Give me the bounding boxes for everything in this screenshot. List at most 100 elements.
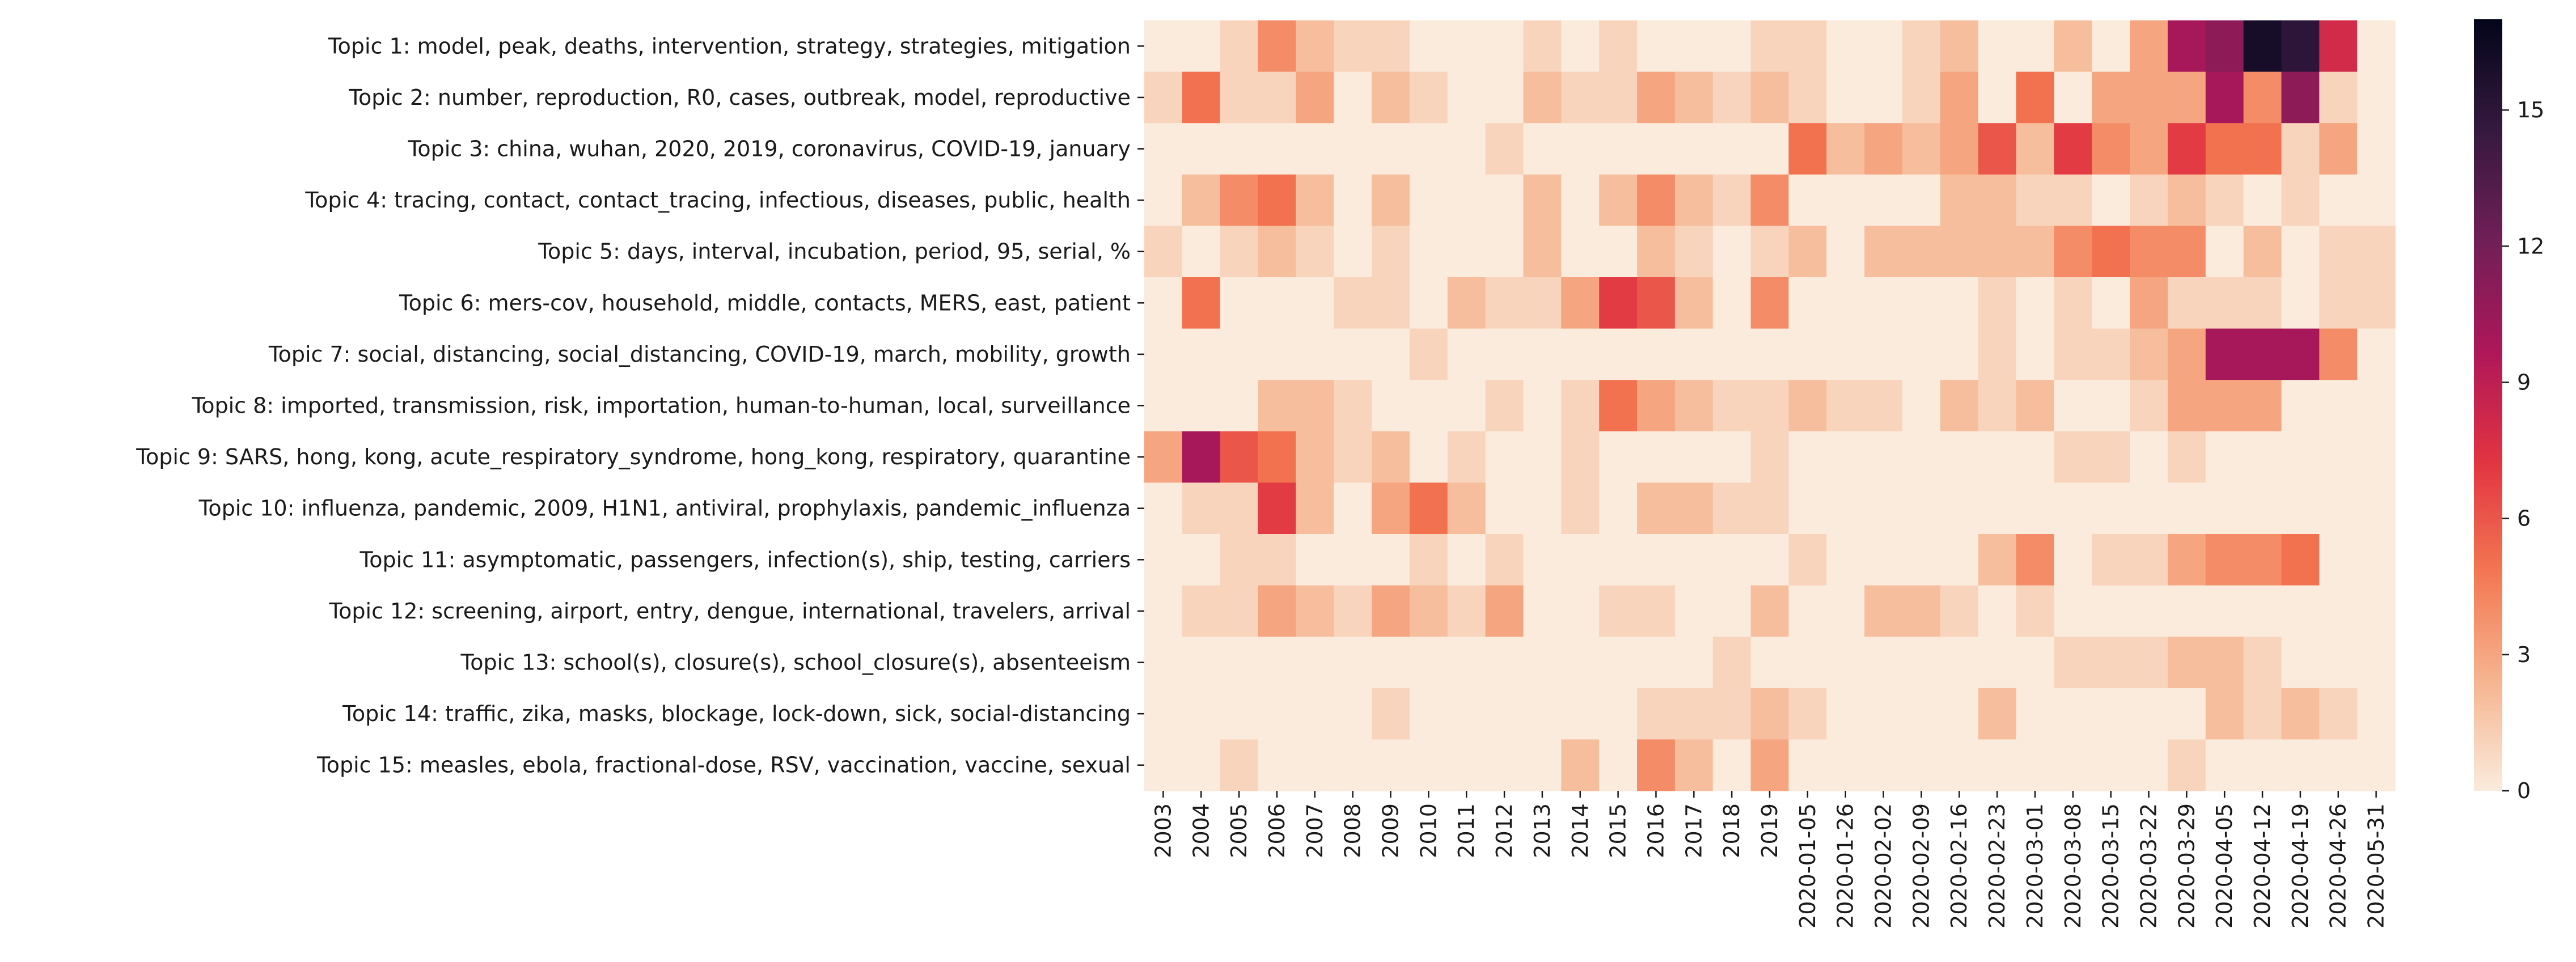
heatmap-cell xyxy=(1296,534,1334,586)
heatmap-cell xyxy=(1334,688,1372,740)
heatmap-cell xyxy=(1864,277,1903,329)
heatmap-cell xyxy=(1561,482,1600,535)
heatmap-cell xyxy=(1372,431,1410,483)
heatmap-cell xyxy=(1296,637,1334,689)
heatmap-cell xyxy=(2054,277,2092,329)
heatmap-cell xyxy=(2130,71,2168,124)
heatmap-cell xyxy=(2130,431,2168,483)
x-tick-label: 2019 xyxy=(1757,803,1782,858)
heatmap-cell xyxy=(1788,637,1827,689)
heatmap-cell xyxy=(1902,380,1941,432)
heatmap-cell xyxy=(2092,71,2130,124)
heatmap-cell xyxy=(1637,20,1676,73)
heatmap-cell xyxy=(1334,71,1372,124)
heatmap-cell xyxy=(2167,20,2206,73)
heatmap-cell xyxy=(2016,739,2054,791)
heatmap-cell xyxy=(1712,380,1752,432)
heatmap-cell xyxy=(1637,739,1676,791)
heatmap-cell xyxy=(2319,71,2358,124)
heatmap-cell xyxy=(2054,688,2092,740)
heatmap-cell xyxy=(1712,123,1752,175)
colorbar-tick-label: 3 xyxy=(2517,642,2531,667)
heatmap-cell xyxy=(2130,688,2168,740)
heatmap-cell xyxy=(1940,277,1979,329)
heatmap-cell xyxy=(1485,482,1524,535)
heatmap-cell xyxy=(1485,328,1524,380)
heatmap-cell xyxy=(1599,20,1638,73)
heatmap-cell xyxy=(1750,585,1790,637)
heatmap-cell xyxy=(1788,534,1827,586)
heatmap-cell xyxy=(1902,123,1941,175)
colorbar-tick-label: 0 xyxy=(2517,778,2531,803)
heatmap-cell xyxy=(1637,226,1676,278)
heatmap-cell xyxy=(2281,482,2320,535)
heatmap-cell xyxy=(2167,637,2206,689)
heatmap-cell xyxy=(1902,20,1941,73)
heatmap-cell xyxy=(2357,380,2396,432)
x-tick-label: 2020-02-16 xyxy=(1947,803,1972,929)
heatmap-cell xyxy=(1144,71,1183,124)
heatmap-cell xyxy=(1902,277,1941,329)
heatmap-cell xyxy=(1864,637,1903,689)
heatmap-cell xyxy=(2016,328,2054,380)
x-tick-label: 2009 xyxy=(1378,803,1403,858)
heatmap-cell xyxy=(2016,585,2054,637)
heatmap-cell xyxy=(1447,380,1486,432)
heatmap-cell xyxy=(1372,226,1410,278)
heatmap-cell xyxy=(1485,739,1524,791)
heatmap-cell xyxy=(2054,482,2092,535)
heatmap-cell xyxy=(1409,585,1448,637)
heatmap-cell xyxy=(2357,431,2396,483)
heatmap-cell xyxy=(1750,123,1790,175)
x-tick-label: 2007 xyxy=(1302,803,1327,858)
heatmap-cell xyxy=(1258,739,1296,791)
heatmap-cell xyxy=(1372,71,1410,124)
heatmap-cell xyxy=(1485,226,1524,278)
heatmap-cell xyxy=(1144,20,1183,73)
heatmap-cell xyxy=(2205,482,2244,535)
heatmap-cell xyxy=(1296,71,1334,124)
heatmap-cell xyxy=(1712,739,1752,791)
heatmap-cell xyxy=(1182,71,1221,124)
heatmap-cell xyxy=(1296,123,1334,175)
heatmap-cell xyxy=(1258,226,1296,278)
heatmap-cell xyxy=(1334,534,1372,586)
heatmap-cell xyxy=(1182,688,1221,740)
heatmap-cell xyxy=(1447,174,1486,226)
heatmap-cell xyxy=(1144,431,1183,483)
heatmap-cell xyxy=(1788,174,1827,226)
heatmap-cell xyxy=(1978,585,2017,637)
heatmap-cell xyxy=(1599,739,1638,791)
x-tick-label: 2020-02-02 xyxy=(1871,803,1896,929)
heatmap-cell xyxy=(2130,277,2168,329)
heatmap-cell xyxy=(1712,637,1752,689)
heatmap-cell xyxy=(2243,328,2282,380)
heatmap-cell xyxy=(2243,431,2282,483)
heatmap-cell xyxy=(1523,277,1562,329)
x-tick-label: 2010 xyxy=(1416,803,1441,858)
heatmap-cell xyxy=(1674,123,1714,175)
heatmap-cell xyxy=(2319,226,2358,278)
heatmap-cell xyxy=(1220,20,1259,73)
heatmap-cell xyxy=(1296,431,1334,483)
heatmap-cell xyxy=(2319,277,2358,329)
y-tick-label: Topic 9: SARS, hong, kong, acute_respira… xyxy=(136,444,1131,469)
heatmap-cell xyxy=(1750,482,1790,535)
heatmap-cell xyxy=(1864,739,1903,791)
heatmap-cell xyxy=(2016,226,2054,278)
y-tick-label: Topic 13: school(s), closure(s), school_… xyxy=(460,650,1131,675)
heatmap-cell xyxy=(2319,123,2358,175)
heatmap-cell xyxy=(1409,637,1448,689)
heatmap-cell xyxy=(1902,637,1941,689)
heatmap-cell xyxy=(1144,174,1183,226)
heatmap-cell xyxy=(2281,637,2320,689)
heatmap-cell xyxy=(1296,688,1334,740)
colorbar-tick-label: 15 xyxy=(2517,98,2544,122)
heatmap-cell xyxy=(1599,637,1638,689)
heatmap-cell xyxy=(2054,174,2092,226)
heatmap-cell xyxy=(2167,123,2206,175)
heatmap-cell xyxy=(1220,585,1259,637)
heatmap-cell xyxy=(2205,585,2244,637)
heatmap-cell xyxy=(1182,431,1221,483)
